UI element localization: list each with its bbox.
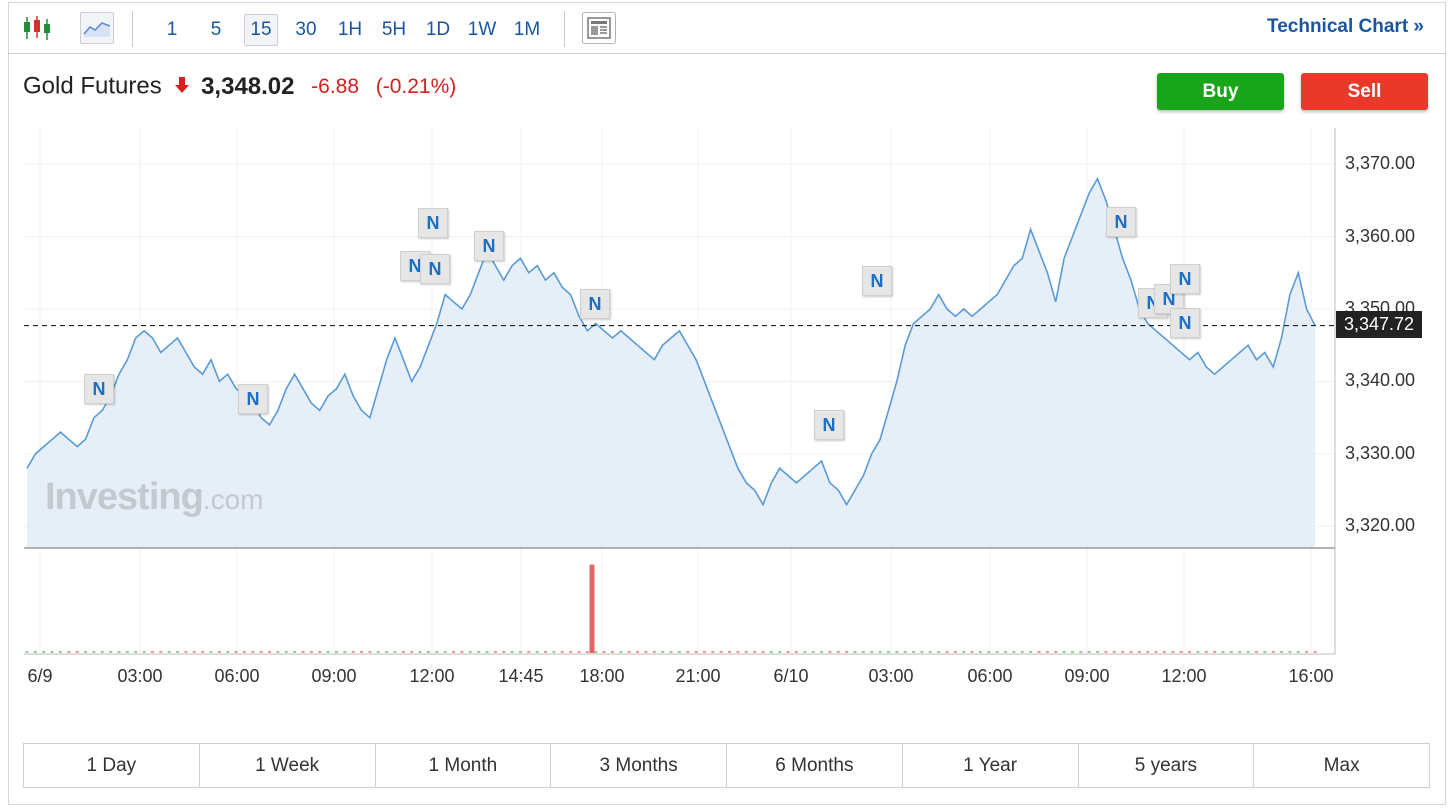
y-tick-label: 3,370.00 [1345,153,1416,174]
news-flag[interactable]: N [862,266,892,296]
y-tick-label: 3,330.00 [1345,442,1416,463]
news-flag[interactable]: N [84,374,114,404]
x-tick-label: 03:00 [117,666,163,686]
x-tick-label: 21:00 [675,666,721,686]
range-selector: 1 Day 1 Week 1 Month 3 Months 6 Months 1 Year… [23,743,1430,788]
last-value-label: 3,347.72 [1336,311,1422,338]
interval-1d[interactable]: 1D [425,19,451,40]
news-flag[interactable]: N [238,384,268,414]
news-layout-icon[interactable] [582,12,616,44]
instrument-header: Gold Futures 3,348.02 -6.88 (-0.21%) [23,72,456,101]
area-chart-icon[interactable] [80,12,114,44]
interval-15[interactable]: 15 [244,14,278,46]
y-tick-label: 3,360.00 [1345,225,1416,246]
news-flag[interactable]: N [474,231,504,261]
chart-toolbar: 1 5 15 30 1H 5H 1D 1W 1M Technical Chart » [8,2,1446,54]
sell-button[interactable]: Sell [1301,73,1428,110]
x-tick-label: 12:00 [409,666,455,686]
price-change: -6.88 [311,74,360,98]
x-tick-label: 16:00 [1288,666,1334,686]
x-tick-label: 09:00 [1064,666,1110,686]
x-tick-label: 6/10 [773,666,809,686]
y-tick-label: 3,320.00 [1345,515,1416,536]
x-tick-label: 18:00 [579,666,625,686]
range-1-year[interactable]: 1 Year [903,744,1079,787]
range-1-day[interactable]: 1 Day [24,744,200,787]
interval-5h[interactable]: 5H [381,19,407,40]
x-tick-label: 06:00 [967,666,1013,686]
candlestick-icon[interactable] [20,12,54,44]
x-tick-label: 14:45 [498,666,544,686]
x-tick-label: 6/9 [27,666,53,686]
news-flag[interactable]: N [418,208,448,238]
interval-5[interactable]: 5 [210,19,222,40]
x-tick-label: 03:00 [868,666,914,686]
instrument-name: Gold Futures [23,72,162,100]
news-flag[interactable]: N [1170,264,1200,294]
x-tick-label: 06:00 [214,666,260,686]
range-6-months[interactable]: 6 Months [727,744,903,787]
range-3-months[interactable]: 3 Months [551,744,727,787]
interval-1m[interactable]: 1M [513,19,541,40]
news-flag[interactable]: N [420,254,450,284]
x-tick-label: 12:00 [1161,666,1207,686]
interval-30[interactable]: 30 [295,19,317,40]
news-flag[interactable]: N [814,410,844,440]
technical-chart-link[interactable]: Technical Chart » [1267,16,1424,37]
range-5-years[interactable]: 5 years [1079,744,1255,787]
range-1-month[interactable]: 1 Month [376,744,552,787]
widget-frame [8,2,1446,805]
interval-1h[interactable]: 1H [337,19,363,40]
range-max[interactable]: Max [1323,755,1360,776]
news-flag[interactable]: N [1170,308,1200,338]
down-arrow-icon [174,73,190,101]
buy-button[interactable]: Buy [1157,73,1284,110]
news-flag[interactable]: N [580,289,610,319]
interval-1[interactable]: 1 [166,19,178,40]
x-tick-label: 09:00 [311,666,357,686]
interval-1w[interactable]: 1W [467,19,497,40]
news-flag[interactable]: N [1106,207,1136,237]
price-change-percent: (-0.21%) [375,74,457,98]
investing-watermark-logo: Investing.com [45,476,264,518]
last-price: 3,348.02 [201,72,295,100]
range-1-week[interactable]: 1 Week [200,744,376,787]
y-tick-label: 3,340.00 [1345,370,1416,391]
